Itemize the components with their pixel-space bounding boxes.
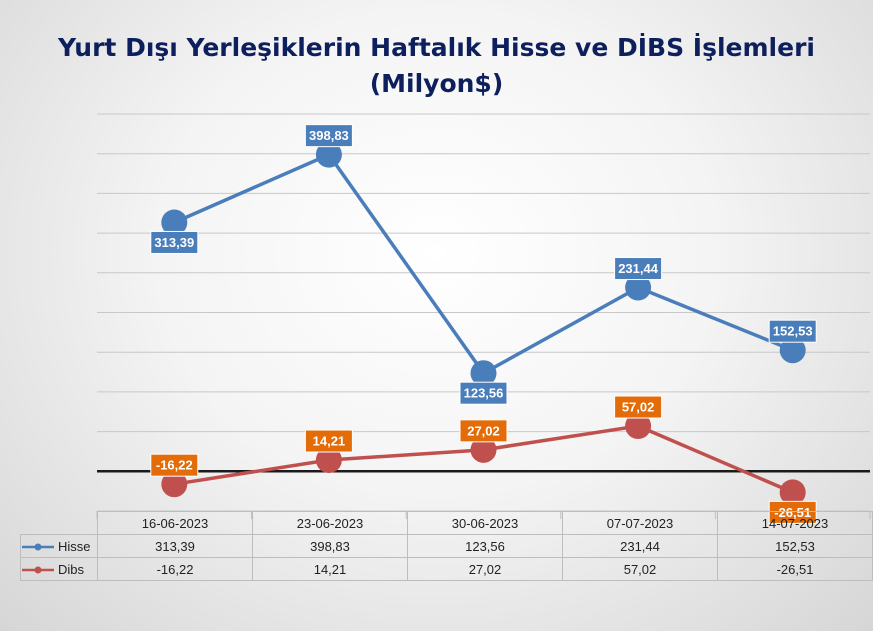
- data-label-box: [150, 453, 199, 477]
- data-label-box: [459, 419, 508, 443]
- data-labels: 313,39 398,83 123,56 231,44 152,53 -16,22 14,2…: [150, 124, 817, 524]
- data-label-box: [304, 429, 353, 453]
- table-row-dibs: Dibs -16,22 14,21 27,02 57,02 -26,51: [20, 557, 873, 581]
- data-point-dibs: [470, 436, 497, 463]
- table-header-cell: 23-06-2023: [252, 511, 408, 535]
- data-point-dibs: [161, 471, 188, 498]
- table-cell: 231,44: [562, 534, 718, 558]
- data-label-dibs: 57,02: [622, 400, 655, 415]
- table-header-cell: 30-06-2023: [407, 511, 563, 535]
- data-label-box: [304, 124, 353, 148]
- data-label-box: [614, 257, 663, 281]
- legend-hisse: Hisse: [20, 534, 98, 558]
- data-point-dibs: [779, 479, 806, 506]
- chart-title-line-2: (Milyon$): [369, 69, 504, 98]
- legend-dibs-line-icon: [22, 566, 54, 574]
- series-line-hisse: [173, 152, 794, 375]
- table-cell: 313,39: [97, 534, 253, 558]
- data-point-hisse: [315, 141, 342, 168]
- chart-title: Yurt Dışı Yerleşiklerin Haftalık Hisse v…: [0, 30, 873, 102]
- table-header-cell: 14-07-2023: [717, 511, 873, 535]
- table-cell: 398,83: [252, 534, 408, 558]
- legend-hisse-line-icon: [22, 543, 54, 551]
- data-point-hisse: [161, 209, 188, 236]
- table-cell: 152,53: [717, 534, 873, 558]
- data-label-box: [459, 381, 508, 405]
- table-cell: 57,02: [562, 557, 718, 581]
- table-header-cell: 16-06-2023: [97, 511, 253, 535]
- data-label-hisse: 152,53: [773, 324, 813, 339]
- data-label-box: [768, 319, 817, 343]
- data-label-hisse: 313,39: [154, 235, 194, 250]
- table-cell: 14,21: [252, 557, 408, 581]
- data-label-dibs: 14,21: [313, 434, 346, 449]
- table-header-cell: 07-07-2023: [562, 511, 718, 535]
- table-cell: -26,51: [717, 557, 873, 581]
- series-points: [161, 141, 806, 506]
- table-cell: -16,22: [97, 557, 253, 581]
- data-label-dibs: 27,02: [467, 423, 500, 438]
- data-label-box: [150, 230, 199, 254]
- table-header-row: 16-06-2023 23-06-2023 30-06-2023 07-07-2…: [20, 511, 873, 535]
- table-cell: 123,56: [407, 534, 563, 558]
- table-row-hisse: Hisse 313,39 398,83 123,56 231,44 152,53: [20, 534, 873, 558]
- legend-dibs-label: Dibs: [58, 561, 85, 577]
- data-table: 16-06-2023 23-06-2023 30-06-2023 07-07-2…: [20, 511, 873, 581]
- data-label-dibs: -16,22: [156, 458, 193, 473]
- data-point-dibs: [315, 447, 342, 474]
- chart-title-line-1: Yurt Dışı Yerleşiklerin Haftalık Hisse v…: [58, 33, 815, 62]
- data-label-hisse: 398,83: [309, 128, 349, 143]
- data-point-hisse: [470, 360, 497, 387]
- data-label-hisse: 231,44: [618, 261, 659, 276]
- data-point-hisse: [625, 274, 652, 301]
- data-point-dibs: [625, 413, 652, 440]
- data-point-hisse: [779, 337, 806, 364]
- table-cell: 27,02: [407, 557, 563, 581]
- data-label-box: [614, 395, 663, 419]
- table-corner: [20, 511, 98, 535]
- legend-hisse-label: Hisse: [58, 538, 91, 554]
- legend-dibs: Dibs: [20, 557, 98, 581]
- data-label-hisse: 123,56: [464, 386, 504, 401]
